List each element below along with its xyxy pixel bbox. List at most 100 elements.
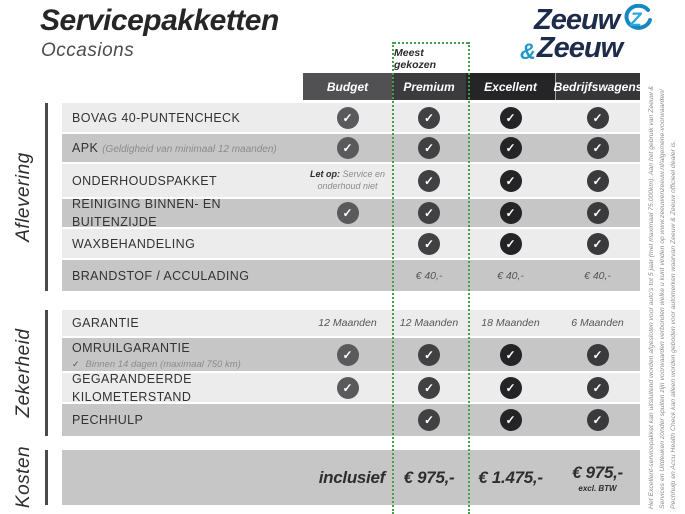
kosten-value-cell: inclusief: [214, 468, 392, 488]
feature-label: REINIGING BINNEN- EN BUITENZIJDE: [72, 197, 221, 229]
table-row: APK (Geldigheid van minimaal 12 maanden) ✓…: [62, 134, 640, 162]
value-cell: 18 Maanden: [466, 317, 555, 329]
feature-label: PECHHULP: [72, 413, 144, 427]
check-cell: ✓: [555, 137, 640, 159]
feature-cell: PECHHULP: [62, 411, 303, 429]
logo-word-2: Zeeuw: [536, 32, 623, 64]
table-row: GARANTIE 12 Maanden 12 Maanden 18 Maanden 6 …: [62, 310, 640, 336]
checkmark-icon: ✓: [418, 106, 440, 129]
cell-value: 18 Maanden: [481, 317, 540, 329]
check-cell: ✓: [466, 202, 555, 224]
feature-label: WAXBEHANDELING: [72, 236, 196, 251]
value-cell: 12 Maanden: [392, 317, 466, 329]
price-subtext: excl. BTW: [578, 483, 617, 493]
page-title: Servicepakketten: [40, 4, 279, 37]
check-cell: ✓: [303, 202, 392, 224]
cell-value: € 40,-: [584, 269, 611, 282]
table-row: BOVAG 40-PUNTENCHECK ✓ ✓ ✓ ✓: [62, 103, 640, 132]
check-cell: ✓: [466, 137, 555, 159]
feature-cell: OMRUILGARANTIE ✓ Binnen 14 dagen (maximaal…: [62, 339, 303, 370]
checkmark-icon: ✓: [499, 137, 522, 159]
feature-label: OMRUILGARANTIE: [72, 341, 191, 355]
value-cell: € 40,-: [555, 270, 640, 282]
note-text: Let op: Service en onderhoud niet: [309, 168, 386, 191]
checkmark-icon: ✓: [336, 137, 359, 159]
checkmark-icon: ✓: [586, 232, 609, 255]
feature-label: BOVAG 40-PUNTENCHECK: [72, 110, 241, 125]
feature-cell: GEGARANDEERDE KILOMETERSTAND: [62, 370, 303, 406]
checkmark-icon: ✓: [586, 106, 609, 129]
table-row: WAXBEHANDELING ✓ ✓ ✓: [62, 229, 640, 258]
cell-value: 12 Maanden: [318, 317, 377, 329]
page-subtitle: Occasions: [41, 40, 135, 61]
check-cell: ✓: [466, 232, 555, 255]
checkmark-icon: ✓: [586, 137, 609, 159]
check-cell: ✓: [392, 106, 466, 129]
disclaimer-line: Het Excellent-servicepakket kan uitsluit…: [648, 85, 655, 509]
check-cell: ✓: [392, 376, 466, 399]
value-cell: 12 Maanden: [303, 317, 392, 329]
feature-cell: ONDERHOUDSPAKKET: [62, 172, 303, 190]
checkmark-icon: ✓: [499, 232, 522, 255]
check-cell: ✓: [392, 137, 466, 159]
cell-value: 6 Maanden: [571, 317, 624, 329]
rows-aflevering: BOVAG 40-PUNTENCHECK ✓ ✓ ✓ ✓ APK (Geldigheid v…: [62, 103, 640, 293]
table-row: ONDERHOUDSPAKKET Let op: Service en onder…: [62, 164, 640, 197]
logo-ampersand: &: [520, 39, 536, 64]
value-cell: 6 Maanden: [555, 317, 640, 329]
check-cell: ✓: [466, 106, 555, 129]
check-cell: ✓: [466, 376, 555, 399]
column-header-premium: Premium: [392, 73, 466, 100]
kosten-row: inclusief € 975,- € 1.475,- € 975,- excl. BT…: [62, 450, 640, 505]
value-cell: € 40,-: [392, 270, 466, 282]
check-cell: ✓: [466, 343, 555, 366]
cell-value: € 40,-: [415, 269, 443, 282]
most-chosen-badge: Meest gekozen: [394, 42, 468, 73]
checkmark-icon: ✓: [499, 376, 522, 399]
column-header-budget: Budget: [303, 73, 392, 100]
section-rail-zekerheid: [45, 310, 48, 436]
checkmark-icon: ✓: [418, 169, 440, 192]
check-cell: ✓: [392, 409, 466, 431]
checkmark-icon: ✓: [499, 169, 522, 192]
check-cell: ✓: [392, 202, 466, 224]
check-cell: ✓: [303, 137, 392, 159]
column-header-excellent: Excellent: [466, 73, 555, 100]
table-row: REINIGING BINNEN- EN BUITENZIJDE ✓ ✓ ✓ ✓: [62, 197, 640, 229]
checkmark-icon: ✓: [586, 376, 609, 399]
check-cell: ✓: [555, 409, 640, 431]
check-cell: ✓: [555, 343, 640, 366]
feature-label: APK: [72, 141, 99, 155]
table-row: GEGARANDEERDE KILOMETERSTAND ✓ ✓ ✓ ✓: [62, 372, 640, 404]
rows-zekerheid: GARANTIE 12 Maanden 12 Maanden 18 Maanden 6 …: [62, 310, 640, 438]
check-cell: ✓: [392, 232, 466, 255]
check-cell: ✓: [303, 106, 392, 129]
feature-label: GARANTIE: [72, 316, 140, 330]
checkmark-icon: ✓: [586, 169, 609, 192]
checkmark-icon: ✓: [499, 202, 522, 224]
check-cell: ✓: [303, 376, 392, 399]
note-cell: Let op: Service en onderhoud niet: [303, 169, 392, 192]
checkmark-icon: ✓: [418, 343, 440, 366]
small-check-icon: ✓: [72, 359, 80, 369]
kosten-value-cell: € 975,- excl. BTW: [555, 463, 640, 493]
table-row: OMRUILGARANTIE ✓ Binnen 14 dagen (maximaal…: [62, 338, 640, 371]
zeeuw-zeeuw-logo: Zeeuw Z & Zeeuw: [520, 3, 660, 64]
cell-value: € 40,-: [497, 269, 524, 282]
checkmark-icon: ✓: [586, 343, 609, 366]
feature-label: BRANDSTOF / ACCULADING: [72, 268, 250, 283]
price-value: inclusief: [318, 467, 386, 487]
disclaimer-line: Pechhulp en Accu Health Check kan alleen…: [669, 140, 677, 509]
checkmark-icon: ✓: [336, 343, 359, 366]
logo-word-1: Zeeuw: [534, 4, 620, 36]
check-cell: ✓: [392, 343, 466, 366]
section-rail-kosten: [45, 450, 48, 505]
checkmark-icon: ✓: [418, 137, 440, 159]
feature-label: ONDERHOUDSPAKKET: [72, 173, 218, 188]
kosten-value-cell: € 975,-: [392, 468, 466, 488]
value-cell: € 40,-: [466, 270, 555, 282]
check-cell: ✓: [555, 106, 640, 129]
section-rail-aflevering: [45, 103, 48, 291]
check-cell: ✓: [466, 169, 555, 192]
